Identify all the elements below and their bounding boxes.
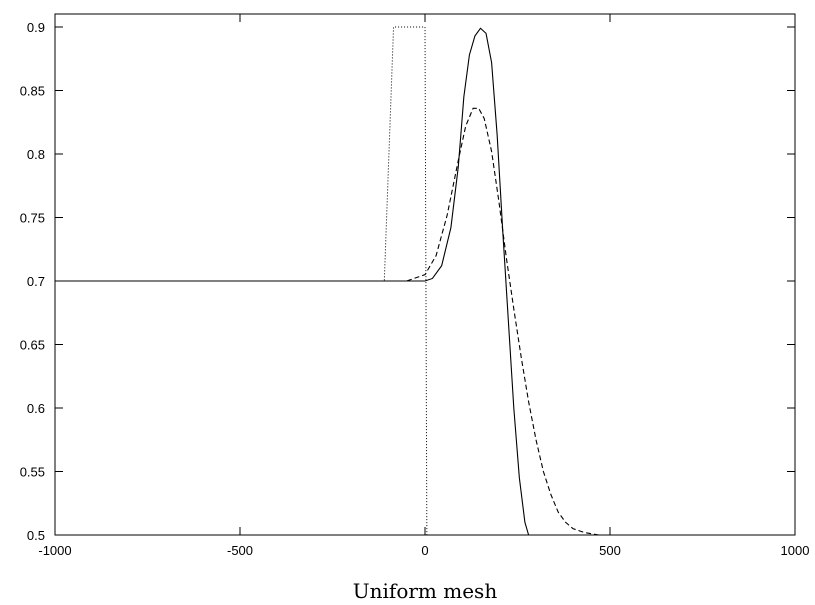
x-tick-label: -500 <box>227 543 253 558</box>
series-line-dashed <box>55 107 795 536</box>
x-tick-label: -1000 <box>38 543 71 558</box>
y-tick-label: 0.75 <box>20 211 45 226</box>
y-tick-label: 0.8 <box>27 147 45 162</box>
y-tick-label: 0.85 <box>20 84 45 99</box>
x-axis-title: Uniform mesh <box>353 579 498 603</box>
x-tick-labels: -1000 -500 0 500 1000 <box>38 543 809 558</box>
series-line-solid <box>55 27 795 536</box>
y-tick-label: 0.55 <box>20 465 45 480</box>
y-tick-labels: 0.5 0.55 0.6 0.65 0.7 0.75 0.8 0.85 0.9 <box>20 20 45 543</box>
y-tick-label: 0.5 <box>27 528 45 543</box>
x-tick-label: 500 <box>599 543 621 558</box>
y-tick-label: 0.9 <box>27 20 45 35</box>
x-tick-label: 0 <box>421 543 428 558</box>
axis-ticks <box>54 14 796 536</box>
y-tick-label: 0.6 <box>27 401 45 416</box>
x-tick-label: 1000 <box>781 543 810 558</box>
y-tick-label: 0.7 <box>27 274 45 289</box>
y-tick-label: 0.65 <box>20 338 45 353</box>
series-lines <box>55 26 795 536</box>
